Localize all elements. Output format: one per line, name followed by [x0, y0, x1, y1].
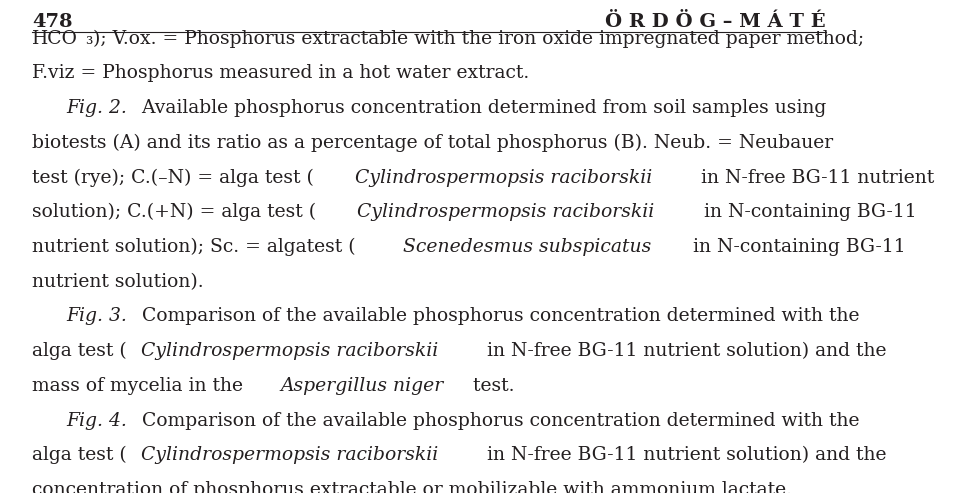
Text: in N-free BG-11 nutrient solution) and the: in N-free BG-11 nutrient solution) and t…	[481, 342, 886, 360]
Text: biotests (A) and its ratio as a percentage of total phosphorus (B). Neub. = Neub: biotests (A) and its ratio as a percenta…	[33, 134, 833, 152]
Text: test (rye); C.(–N) = alga test (: test (rye); C.(–N) = alga test (	[33, 169, 314, 187]
Text: test.: test.	[468, 377, 515, 395]
Text: Comparison of the available phosphorus concentration determined with the: Comparison of the available phosphorus c…	[136, 307, 859, 325]
Text: alga test (: alga test (	[33, 446, 127, 464]
Text: Available phosphorus concentration determined from soil samples using: Available phosphorus concentration deter…	[136, 99, 827, 117]
Text: Fig. 3.: Fig. 3.	[66, 307, 128, 325]
Text: Cylindrospermopsis raciborskii: Cylindrospermopsis raciborskii	[141, 446, 438, 464]
Text: Cylindrospermopsis raciborskii: Cylindrospermopsis raciborskii	[141, 342, 438, 360]
Text: ); V.ox. = Phosphorus extractable with the iron oxide impregnated paper method;: ); V.ox. = Phosphorus extractable with t…	[93, 30, 865, 48]
Text: HCO: HCO	[33, 30, 78, 48]
Text: nutrient solution).: nutrient solution).	[33, 273, 204, 291]
Text: alga test (: alga test (	[33, 342, 127, 360]
Text: Scenedesmus subspicatus: Scenedesmus subspicatus	[402, 238, 651, 256]
Text: F.viz = Phosphorus measured in a hot water extract.: F.viz = Phosphorus measured in a hot wat…	[33, 65, 530, 82]
Text: Cylindrospermopsis raciborskii: Cylindrospermopsis raciborskii	[357, 203, 655, 221]
Text: solution); C.(+N) = alga test (: solution); C.(+N) = alga test (	[33, 203, 317, 221]
Text: ₃: ₃	[84, 30, 92, 48]
Text: mass of mycelia in the: mass of mycelia in the	[33, 377, 250, 395]
Text: Fig. 2.: Fig. 2.	[66, 99, 128, 117]
Text: Comparison of the available phosphorus concentration determined with the: Comparison of the available phosphorus c…	[136, 412, 859, 429]
Text: 478: 478	[33, 13, 73, 31]
Text: Cylindrospermopsis raciborskii: Cylindrospermopsis raciborskii	[355, 169, 652, 186]
Text: in N-free BG-11 nutrient solution) and the: in N-free BG-11 nutrient solution) and t…	[481, 446, 886, 464]
Text: in N-containing BG-11: in N-containing BG-11	[698, 203, 916, 221]
Text: in N-free BG-11 nutrient: in N-free BG-11 nutrient	[695, 169, 934, 186]
Text: concentration of phosphorus extractable or mobilizable with ammonium lactate.: concentration of phosphorus extractable …	[33, 481, 792, 493]
Text: Aspergillus niger: Aspergillus niger	[280, 377, 444, 395]
Text: nutrient solution); Sc. = algatest (: nutrient solution); Sc. = algatest (	[33, 238, 356, 256]
Text: Fig. 4.: Fig. 4.	[66, 412, 128, 429]
Text: Ö R D Ö G – M Á T É: Ö R D Ö G – M Á T É	[605, 13, 826, 31]
Text: in N-containing BG-11: in N-containing BG-11	[686, 238, 905, 256]
